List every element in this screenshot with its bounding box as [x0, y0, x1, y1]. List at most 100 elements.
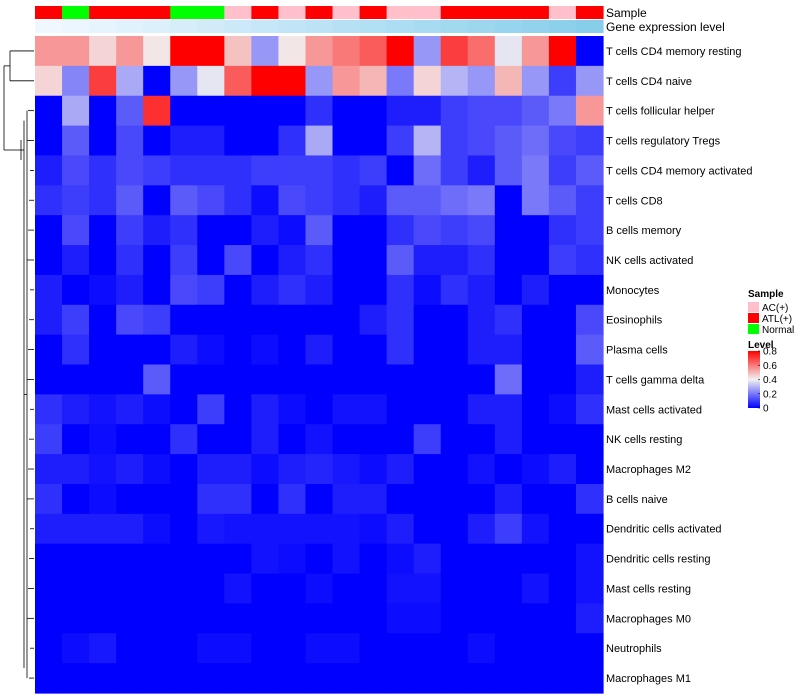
heatmap-cell: [116, 65, 144, 97]
heatmap-cell: [413, 95, 442, 127]
sample-annotation-cell: [170, 6, 198, 19]
heatmap-cell: [224, 274, 252, 306]
heatmap-cell: [467, 513, 496, 545]
heatmap-cell: [575, 334, 604, 366]
heatmap-cell: [548, 424, 577, 455]
heatmap-cell: [278, 36, 307, 67]
heatmap-cell: [305, 543, 334, 575]
expression-annotation-cell: [359, 20, 388, 33]
heatmap-cell: [332, 185, 361, 216]
expression-annotation-cell: [251, 20, 280, 33]
heatmap-cell: [521, 483, 550, 515]
heatmap-cell: [386, 304, 415, 336]
heatmap-cell: [62, 215, 90, 246]
heatmap-cell: [494, 95, 523, 127]
heatmap-cell: [251, 155, 280, 186]
heatmap-cell: [116, 155, 144, 186]
heatmap-cell: [170, 513, 198, 545]
heatmap-cell: [548, 215, 577, 246]
heatmap-cell: [116, 215, 144, 246]
expression-annotation-cell: [62, 20, 90, 33]
heatmap-cell: [494, 543, 523, 575]
heatmap-cell: [494, 274, 523, 306]
expression-annotation-cell: [116, 20, 144, 33]
heatmap-cell: [224, 185, 252, 216]
heatmap-cell: [467, 65, 496, 97]
heatmap-cell: [305, 245, 334, 276]
sample-annotation-cell: [251, 6, 280, 19]
heatmap-cell: [224, 95, 252, 127]
heatmap-cell: [35, 513, 63, 545]
heatmap-cell: [521, 185, 550, 216]
row-label: Macrophages M0: [606, 613, 691, 625]
heatmap-cell: [359, 513, 388, 545]
expression-annotation-cell: [521, 20, 550, 33]
heatmap-cell: [278, 65, 307, 97]
heatmap-cell: [440, 95, 469, 127]
heatmap-cell: [143, 274, 171, 306]
heatmap-cell: [548, 125, 577, 157]
heatmap-cell: [62, 155, 90, 186]
expression-annotation-cell: [170, 20, 198, 33]
heatmap-cell: [170, 633, 198, 664]
heatmap-cell: [197, 454, 225, 485]
heatmap-cell: [143, 483, 171, 515]
heatmap-cell: [143, 633, 171, 664]
heatmap-cell: [251, 95, 280, 127]
heatmap-cell: [332, 334, 361, 366]
heatmap-cell: [521, 155, 550, 186]
heatmap-cell: [89, 424, 117, 455]
heatmap-cell: [521, 36, 550, 67]
row-label: T cells CD4 naive: [606, 76, 692, 88]
heatmap-cell: [170, 603, 198, 634]
heatmap-cell: [359, 155, 388, 186]
heatmap-cell: [305, 483, 334, 515]
heatmap-cell: [251, 65, 280, 97]
heatmap-cell: [116, 483, 144, 515]
heatmap-cell: [224, 543, 252, 575]
heatmap-cell: [89, 304, 117, 336]
heatmap-cell: [278, 394, 307, 425]
heatmap-cell: [35, 155, 63, 186]
heatmap-cell: [116, 454, 144, 485]
heatmap-cell: [89, 513, 117, 545]
heatmap-cell: [62, 394, 90, 425]
heatmap-cell: [494, 483, 523, 515]
heatmap-cell: [116, 573, 144, 605]
heatmap-cell: [116, 543, 144, 575]
heatmap-cell: [467, 483, 496, 515]
heatmap-cell: [170, 125, 198, 157]
heatmap-cell: [251, 603, 280, 634]
heatmap-cell: [224, 394, 252, 425]
heatmap-cell: [467, 454, 496, 485]
sample-legend-label: Normal: [762, 325, 794, 336]
heatmap-cell: [332, 483, 361, 515]
heatmap-cell: [575, 364, 604, 395]
heatmap-cell: [575, 155, 604, 186]
heatmap-cell: [413, 215, 442, 246]
heatmap-cell: [62, 454, 90, 485]
heatmap-cell: [575, 663, 604, 694]
heatmap-cell: [494, 36, 523, 67]
heatmap-cell: [170, 394, 198, 425]
heatmap-cell: [548, 513, 577, 545]
heatmap-cell: [359, 36, 388, 67]
heatmap-cell: [62, 543, 90, 575]
heatmap-cell: [575, 304, 604, 336]
heatmap-cell: [413, 125, 442, 157]
heatmap-cell: [359, 304, 388, 336]
heatmap-cell: [359, 573, 388, 605]
heatmap-cell: [467, 274, 496, 306]
heatmap-cell: [332, 274, 361, 306]
expression-annotation-cell: [278, 20, 307, 33]
heatmap-cell: [62, 245, 90, 276]
heatmap-cell: [116, 364, 144, 395]
heatmap-cell: [143, 125, 171, 157]
heatmap-cell: [143, 65, 171, 97]
heatmap-cell: [224, 125, 252, 157]
heatmap-cell: [197, 573, 225, 605]
heatmap-cell: [116, 633, 144, 664]
row-label: T cells CD8: [606, 195, 663, 207]
heatmap-cell: [332, 155, 361, 186]
